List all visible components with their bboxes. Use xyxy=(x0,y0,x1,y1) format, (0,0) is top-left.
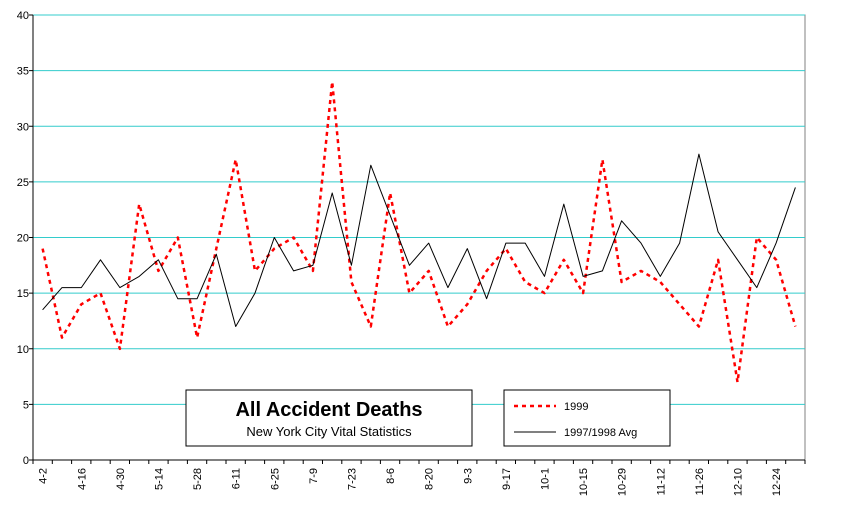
series-line-1999 xyxy=(41,80,797,384)
series-layer xyxy=(41,80,797,384)
chart-subtitle: New York City Vital Statistics xyxy=(246,424,412,439)
x-tick-label: 10-29 xyxy=(617,468,629,496)
x-tick-label: 8-20 xyxy=(424,468,436,490)
x-tick-label: 6-25 xyxy=(269,468,281,490)
x-tick-label: 4-16 xyxy=(76,468,88,490)
axis-layer: 0 5 10 15 20 25 30 35 40 4-2 4-16 4-30 5-14 5-28 6-11 6… xyxy=(17,10,806,496)
y-tick-label: 40 xyxy=(17,10,29,22)
x-tick-label: 11-12 xyxy=(655,468,667,495)
x-tick-label: 10-1 xyxy=(539,468,551,490)
x-tick-label: 11-26 xyxy=(694,468,706,495)
x-tick-label: 5-28 xyxy=(192,468,204,490)
x-tick-label: 10-15 xyxy=(578,468,590,496)
y-tick-label: 15 xyxy=(17,288,29,300)
x-tick-label: 12-24 xyxy=(771,468,783,496)
x-tick-label: 4-30 xyxy=(115,468,127,490)
x-tick-label: 9-3 xyxy=(462,468,474,484)
y-tick-label: 0 xyxy=(23,455,29,467)
x-tick-label: 9-17 xyxy=(501,468,513,490)
y-tick-label: 20 xyxy=(17,233,29,245)
x-tick-label: 8-6 xyxy=(385,468,397,484)
x-tick-label: 7-23 xyxy=(346,468,358,490)
chart-title: All Accident Deaths xyxy=(235,399,422,421)
series-line-avg xyxy=(42,153,796,327)
x-tick-label: 5-14 xyxy=(153,468,165,490)
title-box: All Accident Deaths New York City Vital … xyxy=(185,389,473,447)
x-tick-label: 12-10 xyxy=(732,468,744,496)
legend-label-1999: 1999 xyxy=(564,401,588,413)
y-tick-label: 10 xyxy=(17,344,29,356)
x-tick-label: 7-9 xyxy=(308,468,320,484)
y-tick-label: 25 xyxy=(17,177,29,189)
x-tick-label: 4-2 xyxy=(38,468,50,484)
x-tick-label: 6-11 xyxy=(231,468,243,489)
legend-label-avg: 1997/1998 Avg xyxy=(564,427,637,439)
legend: 1999 1997/1998 Avg xyxy=(503,389,671,447)
y-tick-label: 30 xyxy=(17,121,29,133)
y-tick-label: 35 xyxy=(17,66,29,78)
y-tick-label: 5 xyxy=(23,399,29,411)
